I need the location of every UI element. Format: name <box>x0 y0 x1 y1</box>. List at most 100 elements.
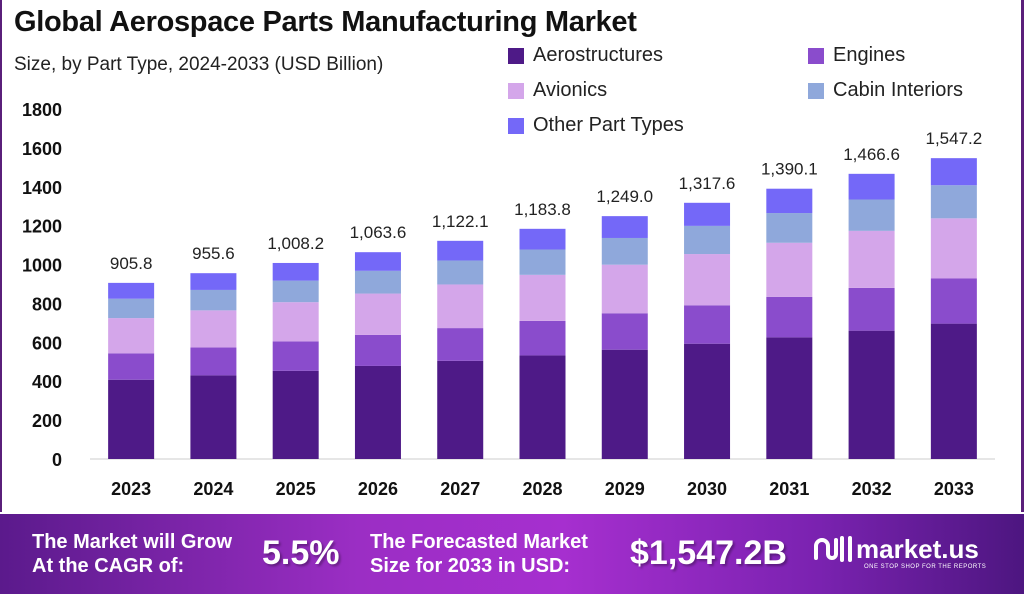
bar-segment-cabin-interiors <box>354 270 401 294</box>
x-tick-label: 2030 <box>687 479 727 499</box>
bar-segment-other-part-types <box>684 202 731 226</box>
legend-label: Aerostructures <box>533 44 664 66</box>
bar-segment-engines <box>766 296 813 338</box>
bar-segment-cabin-interiors <box>848 199 895 231</box>
bar-segment-aerostructures <box>766 337 813 459</box>
bar-segment-other-part-types <box>354 252 401 271</box>
legend-item: Other Part Types <box>508 114 684 137</box>
bar-segment-engines <box>848 287 895 331</box>
bar-segment-other-part-types <box>437 240 484 261</box>
bar-segment-cabin-interiors <box>766 213 813 243</box>
legend-swatch <box>808 82 824 99</box>
cagr-value: 5.5% <box>262 534 340 572</box>
legend-swatch <box>508 47 524 64</box>
footer-banner: The Market will Grow At the CAGR of: 5.5… <box>0 514 1024 594</box>
legend-label: Other Part Types <box>533 114 684 136</box>
y-tick-label: 800 <box>32 294 62 314</box>
total-label: 1,390.1 <box>761 160 818 179</box>
bar-segment-aerostructures <box>108 379 155 459</box>
bar-segment-avionics <box>601 264 648 314</box>
bar-segment-other-part-types <box>108 282 155 299</box>
total-label: 1,466.6 <box>843 145 900 164</box>
bar-segment-avionics <box>684 254 731 306</box>
bar-segment-aerostructures <box>684 343 731 459</box>
legend-label: Avionics <box>533 79 608 101</box>
legend-swatch <box>508 117 524 134</box>
legend-swatch <box>508 82 524 99</box>
forecast-label: The Forecasted Market Size for 2033 in U… <box>370 530 588 578</box>
bar-segment-aerostructures <box>848 330 895 459</box>
chart-frame <box>0 0 1024 512</box>
cagr-label-line2: At the CAGR of: <box>32 555 185 577</box>
y-tick-label: 0 <box>52 450 62 470</box>
bar-segment-avionics <box>190 310 237 348</box>
bar-segment-engines <box>108 353 155 380</box>
bar-segment-engines <box>601 313 648 350</box>
x-tick-label: 2033 <box>934 479 974 499</box>
total-label: 1,122.1 <box>432 212 489 231</box>
chart-subtitle: Size, by Part Type, 2024-2033 (USD Billi… <box>14 54 384 75</box>
y-tick-label: 1400 <box>22 178 62 198</box>
cagr-label-line1: The Market will Grow <box>32 531 233 553</box>
legend-label: Engines <box>833 44 906 66</box>
bar-segment-engines <box>684 305 731 344</box>
bar-segment-avionics <box>519 274 566 321</box>
bar-segment-engines <box>930 278 977 324</box>
total-label: 905.8 <box>110 254 153 273</box>
bar-segment-other-part-types <box>272 262 319 281</box>
forecast-value: $1,547.2B <box>630 534 787 572</box>
bar-segment-aerostructures <box>930 323 977 459</box>
bar-segment-other-part-types <box>930 158 977 186</box>
bar-segment-engines <box>437 328 484 361</box>
x-tick-label: 2031 <box>769 479 809 499</box>
bar-segment-other-part-types <box>766 188 813 214</box>
total-label: 955.6 <box>192 244 235 263</box>
legend-swatch <box>808 47 824 64</box>
x-tick-label: 2024 <box>193 479 233 499</box>
bar-segment-cabin-interiors <box>930 185 977 219</box>
bar-segment-avionics <box>930 218 977 279</box>
bar-segment-other-part-types <box>519 228 566 250</box>
brand-name: market.us <box>856 533 979 564</box>
bar-segment-avionics <box>848 230 895 288</box>
bar-segment-aerostructures <box>272 370 319 459</box>
bar-segment-aerostructures <box>354 365 401 459</box>
y-tick-label: 400 <box>32 372 62 392</box>
bar-segment-cabin-interiors <box>437 260 484 285</box>
legend-item: Engines <box>808 44 905 67</box>
x-tick-label: 2026 <box>358 479 398 499</box>
y-tick-label: 1600 <box>22 139 62 159</box>
forecast-label-line1: The Forecasted Market <box>370 531 588 553</box>
bar-segment-aerostructures <box>601 349 648 459</box>
bar-segment-cabin-interiors <box>272 280 319 303</box>
bar-segment-aerostructures <box>190 375 237 459</box>
brand-logo: market.us ONE STOP SHOP FOR THE REPORTS <box>812 532 986 570</box>
bar-segment-avionics <box>272 302 319 342</box>
brand-tagline: ONE STOP SHOP FOR THE REPORTS <box>864 564 987 570</box>
x-tick-label: 2028 <box>522 479 562 499</box>
bar-segment-cabin-interiors <box>601 237 648 265</box>
legend-item: Avionics <box>508 79 607 102</box>
bar-segment-other-part-types <box>601 216 648 238</box>
bar-segment-engines <box>354 334 401 366</box>
y-tick-label: 200 <box>32 411 62 431</box>
x-tick-label: 2025 <box>276 479 316 499</box>
bar-segment-avionics <box>354 293 401 335</box>
forecast-label-line2: Size for 2033 in USD: <box>370 555 571 577</box>
x-tick-label: 2032 <box>852 479 892 499</box>
bar-segment-cabin-interiors <box>519 249 566 275</box>
cagr-label: The Market will Grow At the CAGR of: <box>32 530 232 578</box>
bar-segment-cabin-interiors <box>684 225 731 255</box>
bar-segment-avionics <box>108 318 155 354</box>
bar-segment-engines <box>519 320 566 356</box>
y-tick-label: 1000 <box>22 256 62 276</box>
y-tick-label: 1200 <box>22 217 62 237</box>
total-label: 1,063.6 <box>350 223 407 242</box>
y-tick-label: 1800 <box>22 100 62 120</box>
bar-segment-engines <box>190 347 237 376</box>
y-tick-label: 600 <box>32 333 62 353</box>
x-tick-label: 2029 <box>605 479 645 499</box>
total-label: 1,008.2 <box>267 234 324 253</box>
total-label: 1,547.2 <box>925 129 982 148</box>
bar-segment-other-part-types <box>848 173 895 200</box>
